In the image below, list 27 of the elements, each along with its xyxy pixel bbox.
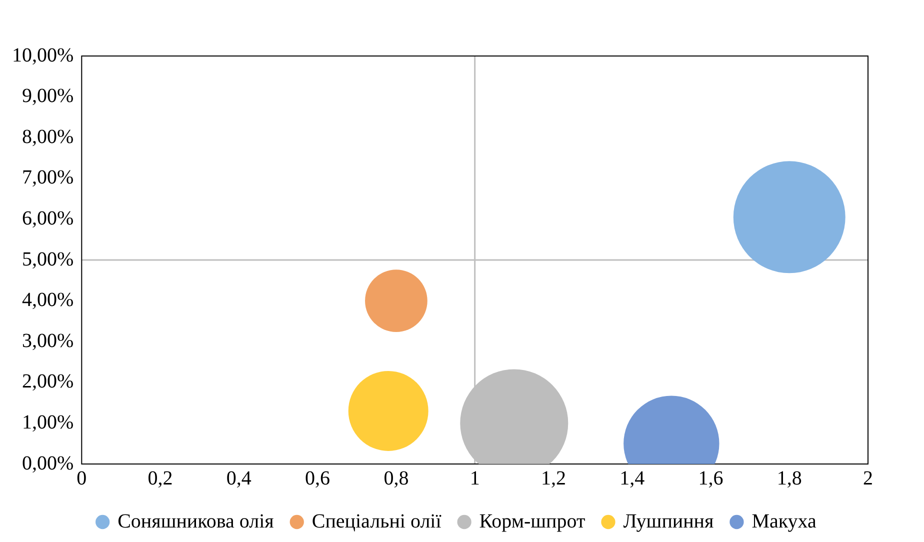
x-tick-label: 2 <box>863 467 873 490</box>
y-tick-label: 4,00% <box>22 289 74 312</box>
x-tick-label: 0,4 <box>226 467 252 490</box>
x-tick-label: 1,4 <box>620 467 645 490</box>
x-tick-label: 0,8 <box>384 467 409 490</box>
legend-label: Спеціальні олії <box>312 510 442 532</box>
y-tick-label: 6,00% <box>22 207 74 230</box>
y-tick-label: 8,00% <box>22 126 74 148</box>
y-tick-label: 10,00% <box>12 44 74 66</box>
x-tick-label: 1,8 <box>776 467 802 490</box>
y-tick-label: 3,00% <box>22 330 74 352</box>
x-tick-label: 1,2 <box>540 467 566 490</box>
legend-label: Макуха <box>752 510 817 532</box>
legend-label: Корм-шпрот <box>479 510 586 532</box>
y-tick-label: 1,00% <box>22 411 74 434</box>
y-tick-label: 0,00% <box>22 452 74 474</box>
x-tick-label: 0,6 <box>305 467 330 490</box>
y-tick-label: 2,00% <box>22 370 74 393</box>
x-tick-label: 0,2 <box>148 467 173 490</box>
y-tick-label: 5,00% <box>22 248 74 270</box>
legend-label: Соняшникова олія <box>118 510 274 532</box>
legend-label: Лушпиння <box>623 510 714 532</box>
y-tick-label: 7,00% <box>22 166 74 189</box>
x-tick-label: 1 <box>470 467 480 490</box>
y-tick-label: 9,00% <box>22 85 74 108</box>
x-tick-label: 0 <box>76 467 87 490</box>
x-tick-label: 1,6 <box>698 467 724 490</box>
